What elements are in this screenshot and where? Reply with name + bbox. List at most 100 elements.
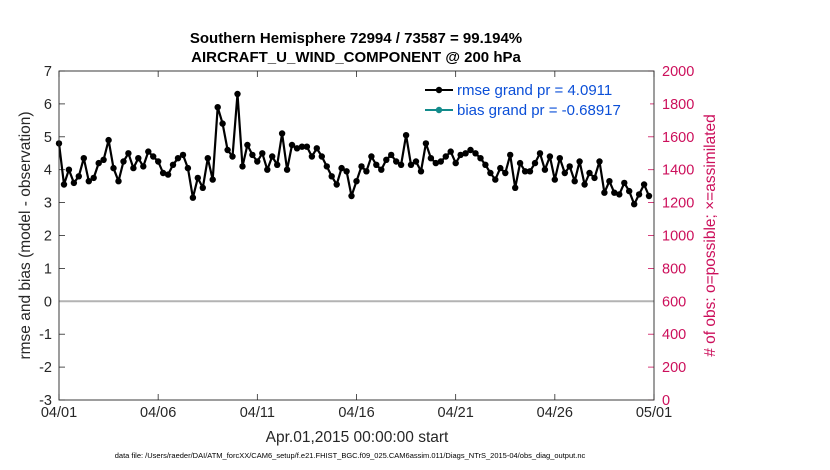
rmse-point: [274, 161, 281, 168]
rmse-point: [145, 148, 152, 155]
y2-tick-label: 800: [662, 261, 686, 277]
y2-tick-label: 1400: [662, 163, 694, 179]
rmse-point: [492, 176, 499, 183]
rmse-point: [586, 169, 593, 177]
y-tick-label: 1: [44, 261, 52, 277]
rmse-point: [571, 178, 578, 185]
rmse-point: [184, 164, 192, 172]
rmse-point: [80, 155, 88, 162]
rmse-point: [373, 161, 380, 168]
rmse-point: [115, 178, 122, 185]
rmse-point: [90, 174, 97, 182]
y-tick-label: 4: [44, 163, 52, 179]
rmse-point: [606, 178, 613, 185]
rmse-point: [521, 168, 529, 175]
y2-tick-label: 1800: [662, 97, 694, 113]
rmse-point: [65, 166, 73, 173]
rmse-point: [194, 174, 201, 182]
rmse-point: [502, 169, 509, 177]
rmse-point: [432, 159, 439, 167]
chart-title: Southern Hemisphere 72994 / 73587 = 99.1…: [190, 30, 522, 47]
rmse-point: [457, 151, 464, 159]
rmse-point: [283, 166, 291, 173]
rmse-point: [561, 169, 568, 177]
rmse-point: [631, 201, 638, 208]
y-tick-label: 3: [44, 196, 52, 212]
rmse-point: [75, 173, 83, 180]
rmse-point: [368, 153, 375, 160]
rmse-point: [348, 192, 355, 200]
rmse-point: [95, 159, 102, 167]
rmse-point: [462, 150, 469, 157]
rmse-point: [526, 168, 534, 175]
y-tick-label: -2: [39, 360, 52, 376]
rmse-point: [541, 166, 549, 173]
rmse-point: [353, 178, 360, 185]
rmse-point: [105, 136, 112, 144]
rmse-point: [626, 187, 633, 195]
rmse-point: [467, 146, 474, 154]
rmse-point: [110, 164, 117, 172]
rmse-point: [427, 155, 435, 162]
rmse-point: [150, 153, 157, 160]
chart-subtitle: AIRCRAFT_U_WIND_COMPONENT @ 200 hPa: [191, 49, 521, 66]
rmse-point: [343, 168, 350, 175]
rmse-point: [507, 151, 514, 159]
rmse-point: [204, 155, 211, 162]
y2-axis-label: # of obs: o=possible; ×=assimilated: [702, 114, 719, 357]
y-tick-label: 2: [44, 229, 52, 245]
legend-box: [420, 81, 650, 122]
y-tick-label: 5: [44, 130, 52, 146]
rmse-point: [645, 192, 653, 200]
rmse-point: [472, 150, 479, 157]
rmse-point: [378, 166, 385, 173]
y2-tick-label: 400: [662, 327, 686, 343]
rmse-point: [269, 153, 276, 160]
rmse-point: [402, 132, 410, 139]
rmse-point: [224, 146, 231, 154]
x-axis-label: Apr.01,2015 00:00:00 start: [266, 429, 449, 446]
rmse-point: [363, 168, 370, 175]
y-tick-label: -3: [39, 393, 52, 409]
rmse-point: [551, 176, 558, 183]
rmse-point: [407, 161, 415, 168]
y-tick-label: 6: [44, 97, 52, 113]
rmse-point: [616, 191, 623, 198]
y2-tick-label: 1200: [662, 196, 694, 212]
rmse-point: [338, 164, 345, 172]
rmse-point: [254, 158, 261, 165]
legend-bias-label: bias grand pr = -0.68917: [457, 102, 621, 119]
rmse-point: [140, 163, 147, 170]
rmse-point: [497, 164, 504, 172]
rmse-series: [55, 90, 653, 208]
y2-tick-labels: 0 200 400 600 800 1000 1200 1400 1600 1800 2000: [662, 64, 694, 409]
footnote: data file: /Users/raeder/DAI/ATM_forcXX/…: [115, 451, 586, 460]
rmse-point: [130, 164, 137, 172]
rmse-point: [298, 143, 306, 150]
rmse-point: [264, 166, 271, 173]
legend-rmse-marker: [435, 86, 443, 94]
rmse-point: [358, 163, 365, 170]
rmse-point: [229, 153, 236, 160]
y-tick-labels: -3 -2 -1 0 1 2 3 4 5 6 7: [39, 64, 52, 409]
rmse-point: [596, 158, 603, 165]
rmse-point: [323, 163, 330, 170]
x-tick-label: 04/16: [338, 405, 374, 421]
rmse-point: [516, 159, 524, 167]
rmse-point: [120, 158, 127, 165]
rmse-point: [278, 130, 286, 137]
rmse-point: [640, 181, 648, 188]
rmse-point: [214, 104, 221, 111]
x-tick-labels: 04/01 04/06 04/11 04/16 04/21 04/26 05/01: [41, 405, 672, 421]
rmse-point: [303, 143, 311, 150]
x-tick-label: 04/06: [140, 405, 176, 421]
rmse-point: [482, 161, 489, 168]
rmse-point: [219, 120, 226, 127]
y-tick-label: 0: [44, 294, 52, 310]
rmse-point: [234, 90, 241, 98]
y-axis-label: rmse and bias (model - observation): [17, 111, 34, 359]
rmse-point: [155, 158, 162, 165]
rmse-point: [288, 141, 296, 149]
rmse-point: [536, 150, 544, 157]
rmse-point: [179, 151, 187, 159]
